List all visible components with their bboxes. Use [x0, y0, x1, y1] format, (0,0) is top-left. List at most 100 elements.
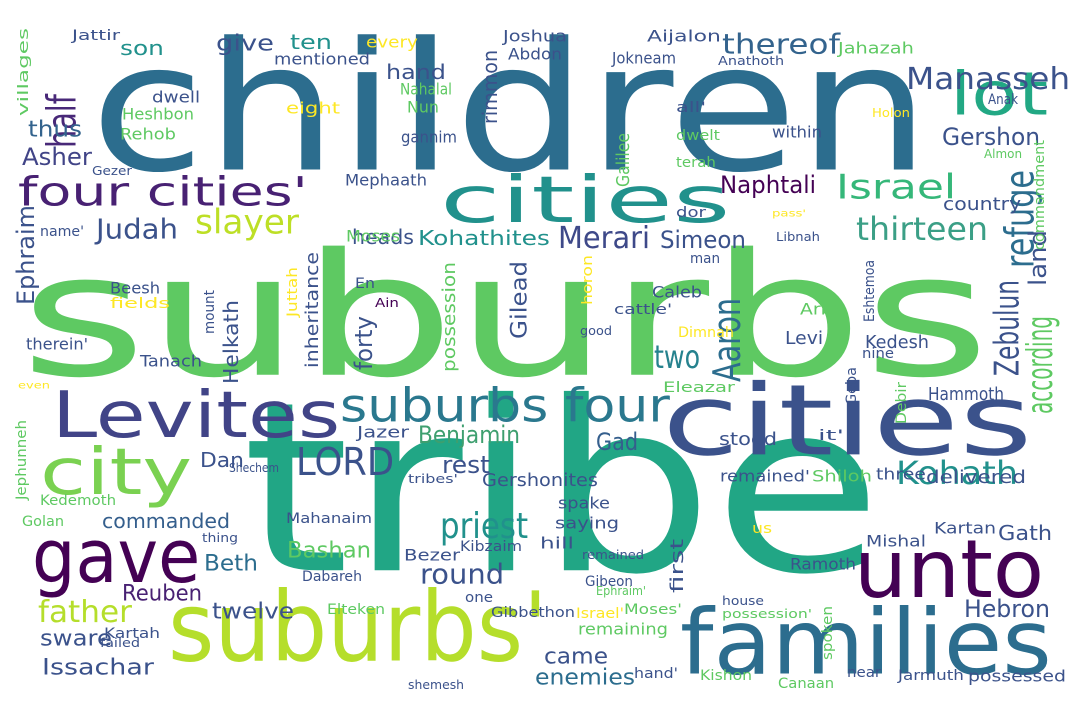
word-gave: gave: [32, 513, 201, 600]
word-give: give: [216, 30, 274, 56]
word-stood: stood: [719, 428, 778, 450]
word-reuben: Reuben: [122, 580, 203, 606]
word-nun: Nun: [407, 97, 439, 117]
word-spake: spake: [558, 493, 610, 513]
word-israel-apos: Israel': [576, 604, 624, 622]
word-elteken: Elteken: [327, 600, 385, 618]
word-it-apos: it': [818, 426, 845, 444]
word-possessed: possessed: [968, 666, 1066, 686]
word-nahalal: Nahalal: [400, 79, 452, 99]
word-tanach: Tanach: [140, 351, 202, 371]
word-children: children: [90, 3, 931, 213]
word-thereof: thereof: [722, 27, 840, 61]
word-even: even: [18, 379, 50, 391]
word-remaining: remaining: [578, 619, 668, 639]
word-gannim: gannim: [401, 127, 457, 147]
word-jokneam: Jokneam: [612, 48, 677, 68]
word-kedesh: Kedesh: [865, 331, 929, 353]
word-ephraim-apos: Ephraim': [596, 583, 647, 598]
word-anathoth: Anathoth: [718, 53, 785, 68]
word-lot: lot: [950, 58, 1049, 129]
word-sware: sware: [40, 625, 112, 651]
word-tribe: tribe: [242, 350, 883, 627]
word-house: house: [722, 593, 764, 608]
word-kohath: Kohath: [896, 454, 1019, 492]
word-judah: Judah: [96, 212, 179, 246]
word-horon: horon: [578, 254, 596, 305]
word-jarmuth: Jarmuth: [898, 666, 964, 684]
word-twelve: twelve: [212, 598, 295, 624]
word-arba: Arba: [800, 299, 845, 319]
word-geba: Geba: [842, 367, 860, 405]
word-cities-2: cities: [440, 162, 731, 238]
word-slayer: slayer: [195, 201, 299, 242]
word-mahanaim: Mahanaim: [286, 509, 373, 527]
word-suburbs: suburbs: [20, 216, 991, 416]
word-mephaath: Mephaath: [345, 170, 427, 190]
word-israel: Israel: [836, 166, 957, 207]
word-families: families: [680, 589, 1052, 696]
word-gad: Gad: [596, 427, 639, 456]
word-ramoth: Ramoth: [790, 554, 856, 574]
word-priest: priest: [440, 504, 529, 547]
word-eshtemoa: Eshtemoa: [860, 259, 878, 322]
word-country: country: [943, 193, 1022, 215]
word-abdon: Abdon: [508, 44, 562, 64]
word-suburbs-four: suburbs four: [340, 378, 670, 433]
word-benjamin: Benjamin: [418, 420, 521, 449]
word-mentioned: mentioned: [274, 49, 370, 69]
word-suburbs-apos: suburbs': [168, 571, 548, 684]
word-anak: Anak: [988, 90, 1018, 108]
word-ephraim: Ephraim: [11, 205, 40, 305]
word-kishon: Kishon: [700, 666, 753, 684]
word-unto: unto: [854, 522, 1045, 617]
word-jahazah: Jahazah: [838, 38, 914, 58]
word-city: city: [40, 434, 193, 510]
word-inheritance: inheritance: [301, 251, 323, 368]
word-first: first: [666, 538, 688, 593]
word-beth: Beth: [204, 550, 258, 576]
word-jephunneh: Jephunneh: [12, 420, 30, 500]
word-hand: hand: [386, 60, 446, 84]
word-heshbon: Heshbon: [122, 104, 195, 124]
word-possession: possession: [438, 262, 460, 372]
word-merari: Merari: [558, 220, 651, 256]
word-good: good: [580, 323, 613, 338]
word-asher: Asher: [22, 142, 92, 171]
word-kartan: Kartan: [934, 518, 997, 538]
word-manasseh: Manasseh: [906, 61, 1071, 97]
word-cities-1: cities: [662, 363, 1033, 478]
word-dwelt: dwelt: [676, 126, 720, 144]
word-all-apos: all': [676, 98, 707, 116]
word-according: according: [1018, 316, 1061, 414]
word-levi: Levi: [785, 327, 824, 349]
word-enemies: enemies: [535, 664, 636, 690]
word-pass-apos: pass': [772, 207, 807, 219]
word-holon: Holon: [872, 105, 910, 120]
word-came: came: [544, 643, 609, 669]
word-caleb: Caleb: [652, 282, 702, 302]
word-levites: Levites: [52, 377, 341, 453]
word-galilee: Galilee: [612, 132, 634, 187]
word-round: round: [420, 557, 505, 591]
word-commandment: commandment: [1030, 140, 1048, 250]
word-kibzaim: Kibzaim: [460, 537, 522, 555]
word-father: father: [38, 594, 132, 630]
word-forty: forty: [349, 316, 378, 370]
word-gibbethon: Gibbethon: [491, 603, 575, 621]
word-gibeon: Gibeon: [585, 572, 633, 590]
word-hammoth: Hammoth: [928, 383, 1005, 405]
word-beesh: Beesh: [110, 278, 161, 298]
word-thirteen: thirteen: [856, 210, 989, 248]
word-every: every: [366, 32, 418, 52]
word-delivered: delivered: [926, 466, 1027, 488]
word-nine: nine: [862, 344, 895, 362]
word-libnah: Libnah: [776, 229, 821, 244]
word-shiloh: Shiloh: [812, 466, 872, 486]
word-dor: dor: [676, 203, 706, 221]
word-kedemoth: Kedemoth: [40, 491, 117, 509]
word-issachar: Issachar: [42, 654, 154, 680]
word-failed: failed: [100, 635, 141, 650]
word-hand-apos: hand': [634, 664, 679, 682]
word-helkath: Helkath: [219, 300, 243, 384]
